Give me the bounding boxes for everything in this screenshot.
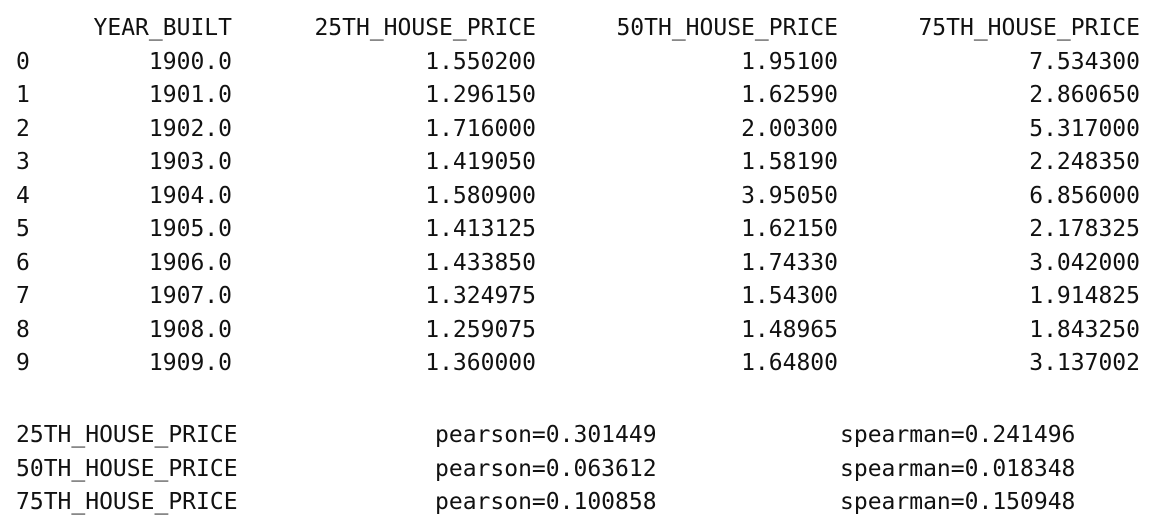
correlation-line: 50TH_HOUSE_PRICE pearson=0.063612 spearman… — [0, 453, 1158, 487]
cell-25th-house-price: 1.716000 — [425, 115, 536, 142]
cell-year-built: 1905.0 — [148, 216, 232, 242]
row-index: 4 — [16, 182, 30, 209]
table-body: 0 1900.0 1.550200 1.95100 7.534300 1 1901.0 1.2… — [0, 46, 1158, 381]
row-index: 8 — [16, 316, 30, 343]
cell-50th-house-price: 1.62150 — [741, 216, 838, 242]
row-index: 0 — [16, 48, 30, 75]
pearson-value: pearson=0.100858 — [435, 489, 657, 515]
cell-50th-house-price: 1.64800 — [741, 350, 838, 376]
cell-75th-house-price: 2.248350 — [1029, 149, 1140, 175]
cell-25th-house-price: 1.296150 — [425, 82, 536, 108]
cell-75th-house-price: 1.914825 — [1029, 283, 1140, 309]
correlation-line: 25TH_HOUSE_PRICE pearson=0.301449 spearman… — [0, 419, 1158, 453]
pearson-value: pearson=0.063612 — [435, 455, 657, 482]
cell-75th-house-price: 7.534300 — [1029, 48, 1140, 75]
cell-75th-house-price: 6.856000 — [1029, 182, 1140, 209]
cell-year-built: 1900.0 — [148, 48, 232, 75]
row-index: 5 — [16, 216, 30, 242]
spearman-value: spearman=0.241496 — [840, 422, 1076, 448]
cell-year-built: 1908.0 — [148, 316, 232, 343]
cell-25th-house-price: 1.324975 — [425, 283, 536, 309]
table-row: 5 1905.0 1.413125 1.62150 2.178325 — [0, 213, 1158, 247]
correlation-line: 75TH_HOUSE_PRICE pearson=0.100858 spearman… — [0, 486, 1158, 520]
spearman-value: spearman=0.018348 — [840, 455, 1076, 482]
table-row: 8 1908.0 1.259075 1.48965 1.843250 — [0, 314, 1158, 348]
cell-year-built: 1901.0 — [148, 82, 232, 108]
row-index: 9 — [16, 350, 30, 376]
cell-year-built: 1902.0 — [148, 115, 232, 142]
table-row: 7 1907.0 1.324975 1.54300 1.914825 — [0, 280, 1158, 314]
cell-year-built: 1907.0 — [148, 283, 232, 309]
cell-50th-house-price: 2.00300 — [741, 115, 838, 142]
row-index: 2 — [16, 115, 30, 142]
cell-50th-house-price: 1.62590 — [741, 82, 838, 108]
cell-75th-house-price: 1.843250 — [1029, 316, 1140, 343]
pearson-value: pearson=0.301449 — [435, 422, 657, 448]
column-header-25th-house-price: 25TH_HOUSE_PRICE — [314, 15, 536, 41]
cell-25th-house-price: 1.433850 — [425, 249, 536, 276]
cell-25th-house-price: 1.360000 — [425, 350, 536, 376]
table-header-row: YEAR_BUILT 25TH_HOUSE_PRICE 50TH_HOUSE_P… — [0, 12, 1158, 46]
cell-75th-house-price: 2.178325 — [1029, 216, 1140, 242]
correlation-variable-name: 75TH_HOUSE_PRICE — [16, 489, 238, 515]
table-row: 9 1909.0 1.360000 1.64800 3.137002 — [0, 347, 1158, 381]
cell-75th-house-price: 2.860650 — [1029, 82, 1140, 108]
spearman-value: spearman=0.150948 — [840, 489, 1076, 515]
row-index: 3 — [16, 149, 30, 175]
column-header-year-built: YEAR_BUILT — [93, 15, 232, 41]
cell-50th-house-price: 1.58190 — [741, 149, 838, 175]
cell-year-built: 1909.0 — [148, 350, 232, 376]
row-index: 1 — [16, 82, 30, 108]
row-index: 7 — [16, 283, 30, 309]
column-header-75th-house-price: 75TH_HOUSE_PRICE — [918, 15, 1140, 41]
cell-25th-house-price: 1.580900 — [425, 182, 536, 209]
cell-year-built: 1904.0 — [148, 182, 232, 209]
cell-50th-house-price: 3.95050 — [741, 182, 838, 209]
correlation-variable-name: 25TH_HOUSE_PRICE — [16, 422, 238, 448]
cell-75th-house-price: 5.317000 — [1029, 115, 1140, 142]
cell-75th-house-price: 3.042000 — [1029, 249, 1140, 276]
correlation-variable-name: 50TH_HOUSE_PRICE — [16, 455, 238, 482]
column-header-50th-house-price: 50TH_HOUSE_PRICE — [616, 15, 838, 41]
cell-25th-house-price: 1.550200 — [425, 48, 536, 75]
cell-year-built: 1903.0 — [148, 149, 232, 175]
cell-25th-house-price: 1.413125 — [425, 216, 536, 242]
cell-50th-house-price: 1.54300 — [741, 283, 838, 309]
table-row: 1 1901.0 1.296150 1.62590 2.860650 — [0, 79, 1158, 113]
table-row: 6 1906.0 1.433850 1.74330 3.042000 — [0, 247, 1158, 281]
table-row: 2 1902.0 1.716000 2.00300 5.317000 — [0, 113, 1158, 147]
cell-50th-house-price: 1.48965 — [741, 316, 838, 343]
row-index: 6 — [16, 249, 30, 276]
cell-25th-house-price: 1.419050 — [425, 149, 536, 175]
table-row: 3 1903.0 1.419050 1.58190 2.248350 — [0, 146, 1158, 180]
cell-50th-house-price: 1.74330 — [741, 249, 838, 276]
table-row: 4 1904.0 1.580900 3.95050 6.856000 — [0, 180, 1158, 214]
dataframe-table: YEAR_BUILT 25TH_HOUSE_PRICE 50TH_HOUSE_P… — [0, 12, 1158, 381]
cell-25th-house-price: 1.259075 — [425, 316, 536, 343]
correlation-summary: 25TH_HOUSE_PRICE pearson=0.301449 spearman… — [0, 419, 1158, 520]
table-row: 0 1900.0 1.550200 1.95100 7.534300 — [0, 46, 1158, 80]
cell-50th-house-price: 1.95100 — [741, 48, 838, 75]
cell-75th-house-price: 3.137002 — [1029, 350, 1140, 376]
cell-year-built: 1906.0 — [148, 249, 232, 276]
